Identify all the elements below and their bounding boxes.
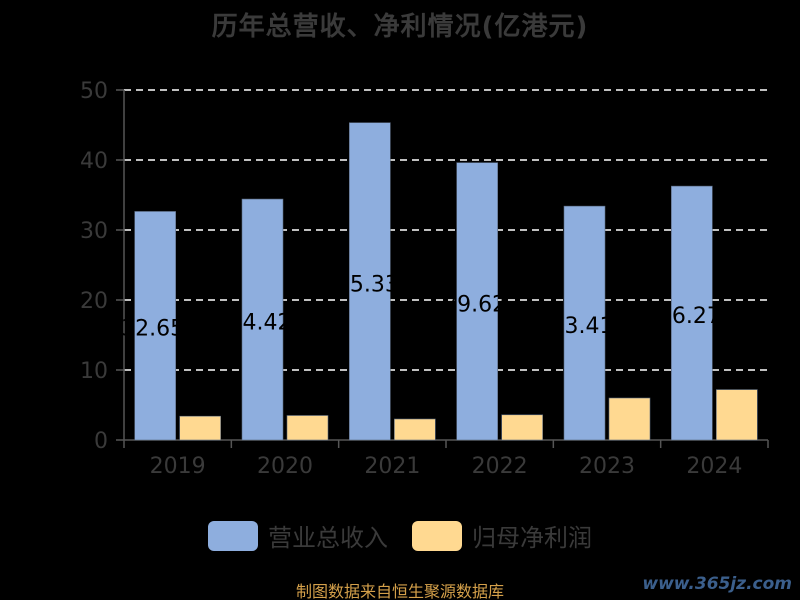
- data-label: 32.65: [121, 317, 184, 342]
- x-tick-label: 2022: [472, 454, 528, 479]
- x-tick-label: 2020: [257, 454, 313, 479]
- bar-revenue: [134, 211, 176, 441]
- data-source-note: 制图数据来自恒生聚源数据库: [295, 582, 504, 600]
- data-label: 45.33: [336, 272, 399, 297]
- bar-net-profit: [179, 415, 221, 441]
- y-tick-label: 50: [80, 79, 108, 104]
- bar-revenue: [241, 198, 284, 441]
- y-tick-label: 20: [80, 289, 108, 314]
- legend-swatch-revenue: [208, 520, 258, 551]
- bar-net-profit: [501, 414, 543, 441]
- y-tick-label: 30: [80, 219, 108, 244]
- bar-net-profit: [286, 415, 329, 441]
- bar-revenue: [671, 185, 713, 441]
- bar-net-profit: [608, 397, 651, 441]
- site-watermark: www.365jz.com: [642, 574, 792, 594]
- data-label: 34.42: [229, 311, 292, 336]
- legend-item-net-profit[interactable]: 归母净利润: [412, 518, 592, 553]
- data-label: 36.27: [658, 304, 721, 329]
- legend-label-revenue: 营业总收入: [268, 524, 388, 552]
- bar-revenue: [456, 162, 498, 441]
- legend: 营业总收入 归母净利润: [0, 518, 800, 553]
- y-tick-label: 0: [94, 429, 108, 454]
- data-label: 33.41: [551, 314, 614, 339]
- bar-net-profit: [394, 418, 436, 441]
- legend-label-net-profit: 归母净利润: [472, 524, 592, 552]
- legend-swatch-net-profit: [412, 520, 462, 551]
- x-tick-label: 2023: [579, 454, 635, 479]
- y-tick-label: 40: [80, 149, 108, 174]
- x-tick-label: 2024: [686, 454, 742, 479]
- bar-revenue: [563, 205, 606, 441]
- x-tick-label: 2019: [150, 454, 206, 479]
- y-tick-label: 10: [80, 359, 108, 384]
- legend-item-revenue[interactable]: 营业总收入: [208, 518, 388, 553]
- bar-net-profit: [716, 389, 758, 441]
- chart-title: 历年总营收、净利情况(亿港元): [211, 12, 589, 42]
- data-label: 39.62: [443, 292, 506, 317]
- x-tick-label: 2021: [364, 454, 420, 479]
- bar-revenue: [349, 122, 391, 441]
